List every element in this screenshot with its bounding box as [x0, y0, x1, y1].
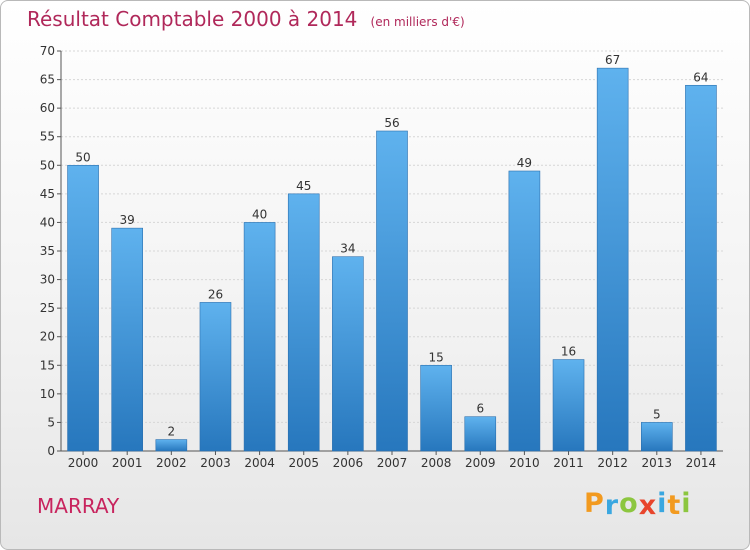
data-label-2008: 15	[428, 350, 443, 364]
x-tick-label-2002: 2002	[156, 456, 187, 470]
data-label-2011: 16	[561, 345, 576, 359]
bar-2002	[155, 439, 188, 452]
x-tick-label-2003: 2003	[200, 456, 231, 470]
bar-2010	[508, 170, 541, 452]
bar-2011	[552, 359, 585, 452]
x-tick-label-2013: 2013	[642, 456, 673, 470]
x-tick-label-2014: 2014	[686, 456, 717, 470]
chart-title: Résultat Comptable 2000 à 2014	[27, 7, 358, 31]
data-label-2003: 26	[208, 287, 223, 301]
data-label-2012: 67	[605, 53, 620, 67]
y-tick-label: 0	[47, 444, 55, 458]
y-tick-label: 60	[40, 101, 55, 115]
y-tick-label: 35	[40, 244, 55, 258]
x-tick-label-2011: 2011	[553, 456, 584, 470]
data-label-2009: 6	[476, 402, 484, 416]
y-tick-label: 70	[40, 44, 55, 58]
chart-subtitle: (en milliers d'€)	[370, 15, 465, 29]
y-tick-label: 20	[40, 330, 55, 344]
data-label-2014: 64	[693, 70, 708, 84]
logo-letter: i	[681, 488, 692, 519]
x-tick-label-2004: 2004	[244, 456, 275, 470]
y-tick-label: 30	[40, 273, 55, 287]
logo-letter: P	[584, 488, 605, 519]
data-label-2007: 56	[384, 116, 399, 130]
bar-2012	[596, 67, 629, 452]
logo-letter: x	[638, 490, 658, 521]
data-label-2004: 40	[252, 207, 267, 221]
data-label-2000: 50	[75, 150, 90, 164]
x-tick-label-2000: 2000	[68, 456, 99, 470]
data-label-2002: 2	[168, 425, 176, 439]
y-tick-label: 25	[40, 301, 55, 315]
bar-2008	[420, 364, 452, 452]
data-label-2001: 39	[120, 213, 135, 227]
bar-2003	[199, 302, 232, 452]
bars	[67, 67, 717, 452]
x-tick-label-2010: 2010	[509, 456, 540, 470]
x-tick-label-2012: 2012	[597, 456, 628, 470]
commune-name: MARRAY	[37, 494, 120, 518]
data-label-2005: 45	[296, 179, 311, 193]
bar-2001	[111, 227, 143, 452]
bar-2005	[287, 193, 320, 452]
y-tick-label: 5	[47, 415, 55, 429]
x-tick-label-2006: 2006	[333, 456, 364, 470]
y-tick-label: 10	[40, 387, 55, 401]
bar-2004	[243, 222, 276, 452]
logo-letter: r	[604, 490, 620, 521]
logo-letter: t	[667, 490, 682, 521]
data-label-2010: 49	[517, 156, 532, 170]
logo-letter: i	[657, 488, 668, 519]
labels: 0510152025303540455055606570502000392001…	[40, 44, 716, 470]
bar-2006	[332, 256, 364, 452]
data-label-2006: 34	[340, 242, 355, 256]
bar-2007	[376, 130, 408, 452]
y-tick-label: 55	[40, 130, 55, 144]
bar-2014	[685, 84, 717, 452]
x-tick-label-2009: 2009	[465, 456, 496, 470]
y-tick-label: 65	[40, 73, 55, 87]
logo-letter: o	[619, 488, 639, 519]
y-tick-label: 50	[40, 158, 55, 172]
y-tick-label: 15	[40, 358, 55, 372]
bar-2000	[67, 164, 99, 452]
x-tick-label-2005: 2005	[288, 456, 319, 470]
bar-2013	[640, 422, 673, 452]
bar-2009	[464, 416, 497, 452]
data-label-2013: 5	[653, 407, 661, 421]
y-tick-label: 40	[40, 215, 55, 229]
x-tick-label-2008: 2008	[421, 456, 452, 470]
x-tick-label-2001: 2001	[112, 456, 143, 470]
y-tick-label: 45	[40, 187, 55, 201]
x-tick-label-2007: 2007	[377, 456, 408, 470]
proxiti-logo: Proxiti	[584, 488, 692, 521]
title-line: Résultat Comptable 2000 à 2014 (en milli…	[27, 7, 465, 31]
